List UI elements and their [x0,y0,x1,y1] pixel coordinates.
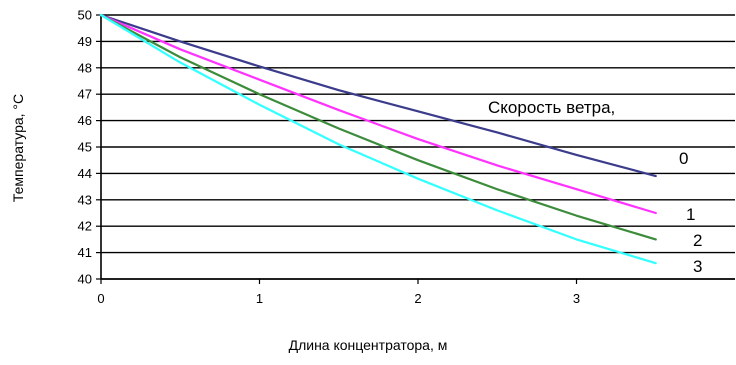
y-tick-label: 46 [78,113,92,128]
series-label-0: 0 [679,149,688,168]
series-line-3 [99,13,657,265]
x-tick-label: 3 [573,291,580,306]
gridlines [101,14,735,280]
y-axis-title: Температура, °С [10,94,26,202]
y-tick-label: 41 [78,245,92,260]
series-label-1: 1 [686,205,695,224]
x-tick-label: 0 [97,291,104,306]
y-tick-label: 50 [78,8,92,23]
y-tick-labels: 40 41 42 43 44 45 46 47 48 49 50 [78,8,101,287]
x-tick-label: 1 [256,291,263,306]
series-line-1 [99,13,657,215]
series-labels: 0 1 2 3 [679,149,702,276]
y-tick-label: 49 [78,34,92,49]
y-tick-label: 47 [78,87,92,102]
series-line-0 [99,13,657,178]
legend-title: Скорость ветра, [488,98,615,117]
series-label-3: 3 [693,257,702,276]
y-tick-label: 42 [78,219,92,234]
series-lines [99,13,657,265]
y-tick-label: 44 [78,166,92,181]
y-tick-label: 48 [78,60,92,75]
x-tick-label: 2 [414,291,421,306]
y-tick-label: 45 [78,140,92,155]
y-tick-label: 40 [78,272,92,287]
x-axis-title: Длина концентратора, м [289,337,448,353]
x-tick-labels: 0 1 2 3 [97,279,580,306]
series-line-2 [99,13,657,241]
y-tick-label: 43 [78,192,92,207]
series-label-2: 2 [693,231,702,250]
